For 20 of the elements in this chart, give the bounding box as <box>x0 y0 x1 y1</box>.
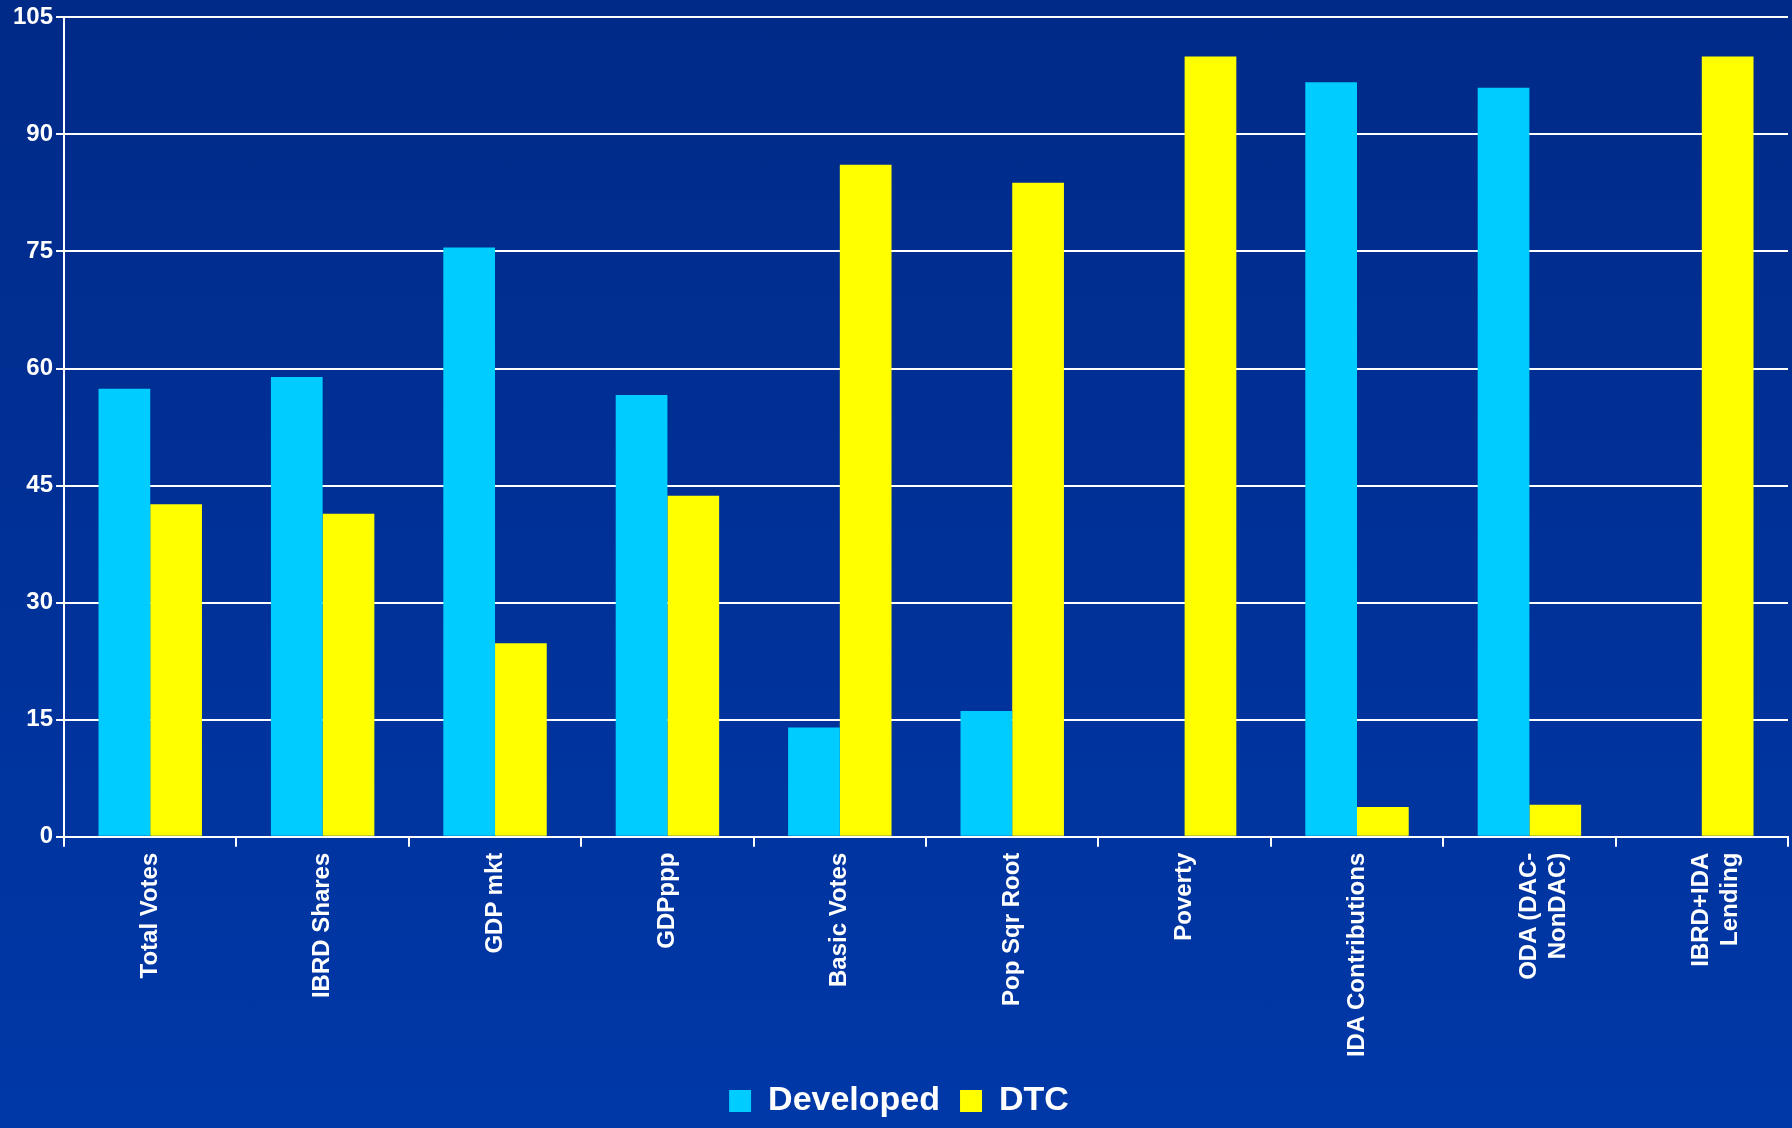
y-tick-label: 45 <box>26 470 54 498</box>
x-tick-label: GDPppp <box>652 852 680 949</box>
y-tick-label: 60 <box>26 353 54 381</box>
legend-label: Developed <box>768 1079 941 1118</box>
x-tick-label: IBRD Shares <box>307 852 335 999</box>
y-tick-label: 105 <box>13 2 54 30</box>
y-tick-label: 0 <box>39 821 54 849</box>
x-tick-label: Total Votes <box>134 852 162 979</box>
y-tick-label: 90 <box>26 119 54 147</box>
x-tick-label: ODA (DAC- NonDAC) <box>1514 852 1570 980</box>
x-tick-label: Poverty <box>1169 852 1197 941</box>
x-tick-label: Pop Sqr Root <box>996 852 1024 1007</box>
y-tick-label: 75 <box>26 236 54 264</box>
y-tick-label: 30 <box>26 587 54 615</box>
x-tick-label: IDA Contributions <box>1341 852 1369 1058</box>
x-tick-label: Basic Votes <box>824 852 852 987</box>
x-tick-label: IBRD+IDA Lending <box>1686 852 1743 967</box>
x-tick-label: GDP mkt <box>479 852 507 954</box>
legend-label: DTC <box>999 1079 1069 1118</box>
y-tick-label: 15 <box>26 704 54 732</box>
